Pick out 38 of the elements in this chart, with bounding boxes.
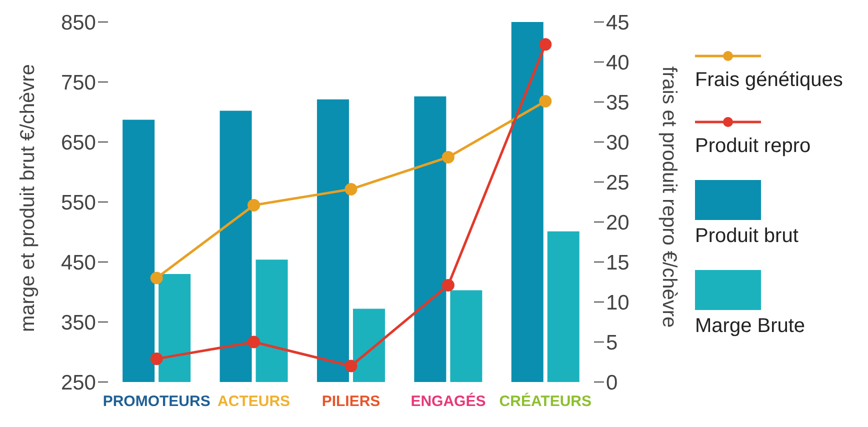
point [150, 352, 163, 366]
point [150, 272, 163, 284]
x-tick-label: ACTEURS [218, 393, 290, 410]
y2-tick-label: 20 [606, 211, 630, 234]
point [539, 38, 552, 51]
x-tick-label: CRÉATEURS [499, 392, 592, 410]
y2-tick-label: 45 [606, 11, 630, 34]
y-tick-label: 850 [60, 11, 96, 34]
x-tick-label: PROMOTEURS [102, 393, 210, 410]
y-tick-label: 750 [60, 71, 96, 94]
legend-label: Produit repro [695, 135, 812, 158]
point [344, 360, 358, 372]
y2-axis-title: frais et produit repro €/chèvre [658, 66, 680, 328]
y-tick-label: 250 [60, 371, 96, 394]
point [344, 182, 358, 196]
legend-label: Produit brut [695, 225, 800, 248]
y2-tick-label: 35 [606, 91, 630, 114]
y2-tick-label: 25 [606, 171, 630, 194]
y2-tick-label: 40 [606, 51, 630, 74]
legend-label: Marge Brute [695, 315, 806, 338]
point [248, 336, 260, 348]
point [442, 150, 454, 164]
y2-tick-label: 30 [606, 131, 630, 154]
y-tick-label: 550 [60, 191, 96, 214]
x-tick-label: PILIERS [322, 393, 380, 410]
legend-label: Frais génétiques [695, 69, 843, 92]
point [442, 278, 454, 292]
x-tick-label: ENGAGÉS [410, 392, 486, 410]
y-axis-title: marge et produit brut €/chèvre [17, 64, 40, 332]
y-tick-label: 350 [60, 311, 96, 334]
y-tick-label: 450 [60, 251, 96, 274]
y-tick-label: 650 [60, 131, 96, 154]
y2-tick-label: 0 [606, 371, 618, 394]
point [539, 94, 552, 108]
y2-tick-label: 15 [606, 251, 630, 274]
y2-tick-label: 10 [606, 291, 630, 314]
point [248, 198, 260, 212]
y2-tick-label: 5 [606, 331, 618, 354]
